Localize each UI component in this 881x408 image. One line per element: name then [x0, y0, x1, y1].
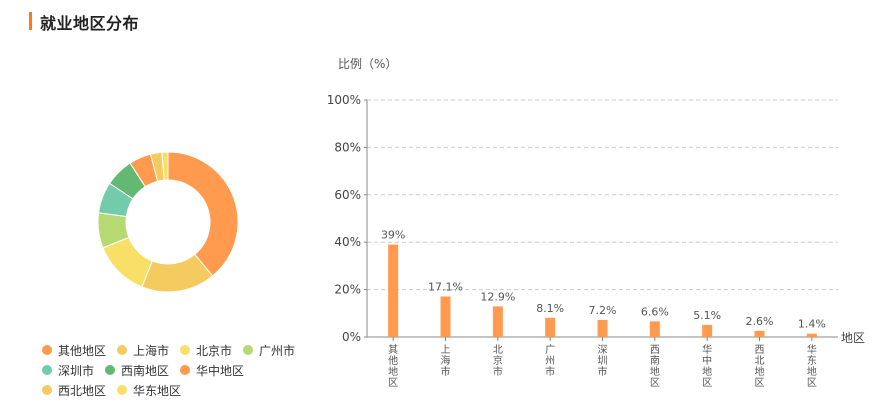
legend-marker: [180, 345, 191, 355]
title-accent-bar: [29, 12, 32, 30]
bar-value-label: 6.6%: [641, 305, 669, 318]
bar-value-label: 17.1%: [428, 280, 463, 293]
legend-marker: [117, 385, 128, 395]
bar-1[interactable]: [440, 296, 451, 337]
bar-value-label: 1.4%: [798, 318, 826, 331]
donut-slice-8[interactable]: [161, 151, 169, 181]
x-tick-label: 西南地区: [650, 345, 660, 389]
y-tick-label: 80%: [334, 140, 361, 154]
page-title: 就业地区分布: [40, 14, 140, 33]
bar-value-label: 39%: [381, 229, 405, 242]
bar-3[interactable]: [545, 317, 556, 337]
legend-row: 西北地区 华东地区: [42, 380, 312, 400]
y-tick-label: 60%: [334, 188, 361, 202]
legend-item[interactable]: 华中地区: [180, 362, 244, 379]
y-tick-label: 20%: [334, 283, 361, 297]
donut-chart: [97, 151, 239, 293]
legend-marker: [42, 345, 52, 355]
x-tick-label: 上海市: [441, 344, 451, 378]
legend-label: 其他地区: [58, 343, 107, 358]
bar-4[interactable]: [597, 319, 608, 337]
legend-label: 北京市: [196, 343, 233, 358]
legend-item[interactable]: 西南地区: [105, 362, 169, 379]
x-tick-label: 北京市: [493, 344, 503, 378]
legend-marker: [117, 345, 128, 355]
legend-item[interactable]: 其他地区: [42, 342, 106, 359]
x-tick-label: 华中地区: [702, 343, 712, 389]
bar-chart: 0% 20% 40% 60% 80% 100% 地区 39% 其他地区 17.1% 上海市 12.9%…: [327, 93, 865, 389]
bar-y-axis-title: 比例（%）: [338, 57, 398, 71]
y-tick-label: 40%: [334, 235, 361, 249]
legend-item[interactable]: 华东地区: [117, 382, 181, 399]
donut-slice-0[interactable]: [167, 151, 239, 277]
bar-7[interactable]: [754, 330, 765, 337]
bar-value-label: 2.6%: [746, 315, 774, 328]
legend-item[interactable]: 北京市: [180, 342, 232, 359]
y-tick-label: 100%: [327, 93, 361, 107]
legend-label: 西南地区: [121, 363, 170, 378]
legend-label: 广州市: [259, 343, 296, 358]
legend-item[interactable]: 上海市: [117, 342, 169, 359]
legend-item[interactable]: 广州市: [243, 342, 295, 359]
bar-6[interactable]: [702, 324, 713, 337]
legend-label: 深圳市: [58, 363, 95, 378]
x-tick-label: 广州市: [545, 344, 555, 378]
legend-row: 深圳市 西南地区 华中地区: [42, 360, 312, 380]
x-tick-label: 深圳市: [598, 344, 608, 378]
bar-value-label: 7.2%: [589, 304, 617, 317]
bar-5[interactable]: [649, 321, 660, 337]
bar-value-label: 5.1%: [693, 309, 721, 322]
legend-label: 西北地区: [58, 383, 107, 398]
legend-label: 上海市: [133, 343, 170, 358]
legend-item[interactable]: 深圳市: [42, 362, 94, 379]
x-tick-label: 其他地区: [388, 344, 398, 389]
donut-legend: 其他地区 上海市 北京市 广州市深圳市 西南地区 华中地区西北地区 华东地区: [42, 340, 312, 400]
x-tick-label: 华东地区: [807, 343, 817, 389]
legend-label: 华中地区: [196, 363, 245, 378]
bar-0[interactable]: [388, 244, 399, 337]
legend-item[interactable]: 西北地区: [42, 382, 106, 399]
legend-label: 华东地区: [133, 383, 182, 398]
legend-marker: [105, 365, 116, 375]
x-tick-label: 西北地区: [755, 345, 765, 389]
bar-value-label: 12.9%: [480, 290, 515, 303]
legend-marker: [42, 385, 52, 395]
y-tick-label: 0%: [342, 330, 361, 344]
bar-8[interactable]: [806, 333, 817, 337]
legend-marker: [243, 345, 254, 355]
legend-marker: [180, 365, 191, 375]
legend-marker: [42, 365, 52, 375]
x-axis-title: 地区: [841, 331, 865, 345]
bar-value-label: 8.1%: [536, 302, 564, 315]
legend-row: 其他地区 上海市 北京市 广州市: [42, 340, 312, 360]
bar-2[interactable]: [492, 306, 503, 337]
